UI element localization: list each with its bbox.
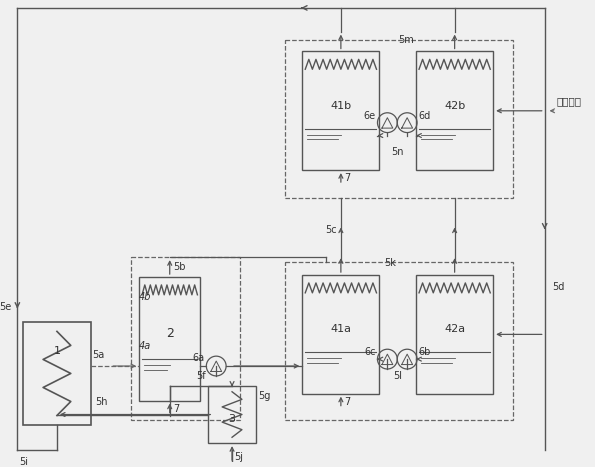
Text: 5k: 5k (384, 258, 396, 268)
Text: 5h: 5h (96, 396, 108, 407)
Text: 7: 7 (344, 173, 350, 183)
Text: 42a: 42a (444, 325, 465, 334)
Text: 41a: 41a (330, 325, 352, 334)
Text: 5i: 5i (20, 457, 29, 467)
Text: 5d: 5d (553, 282, 565, 292)
Text: 5g: 5g (258, 391, 270, 401)
Text: 5b: 5b (173, 262, 185, 272)
Text: 4a: 4a (139, 341, 151, 351)
Text: 6e: 6e (364, 111, 375, 121)
Text: 6c: 6c (364, 347, 375, 357)
Text: 7: 7 (173, 403, 179, 414)
Text: 42b: 42b (444, 101, 465, 111)
Bar (302, 275, 380, 394)
Text: 3: 3 (228, 414, 236, 425)
Text: 5e: 5e (0, 302, 12, 311)
Bar (286, 40, 513, 198)
Text: 4b: 4b (139, 292, 152, 302)
Text: 5l: 5l (393, 371, 402, 381)
Bar (23, 321, 90, 425)
Text: 5m: 5m (398, 35, 414, 44)
Text: 2: 2 (166, 327, 174, 340)
Text: 41b: 41b (330, 101, 352, 111)
Bar (286, 262, 513, 420)
Text: 7: 7 (344, 396, 350, 407)
Bar (416, 51, 493, 170)
Text: 6d: 6d (418, 111, 430, 121)
Text: 5n: 5n (391, 148, 403, 157)
Bar (416, 275, 493, 394)
Bar (208, 386, 256, 443)
Text: 6b: 6b (418, 347, 430, 357)
Bar (139, 277, 201, 401)
Text: 5j: 5j (234, 452, 243, 462)
Bar (302, 51, 380, 170)
Text: 5a: 5a (93, 350, 105, 360)
Text: 环境空气: 环境空气 (556, 96, 581, 106)
Text: 6a: 6a (192, 353, 204, 363)
Text: 5c: 5c (325, 225, 337, 234)
Bar (131, 257, 240, 420)
Text: 5f: 5f (196, 371, 205, 381)
Text: 1: 1 (54, 346, 61, 356)
